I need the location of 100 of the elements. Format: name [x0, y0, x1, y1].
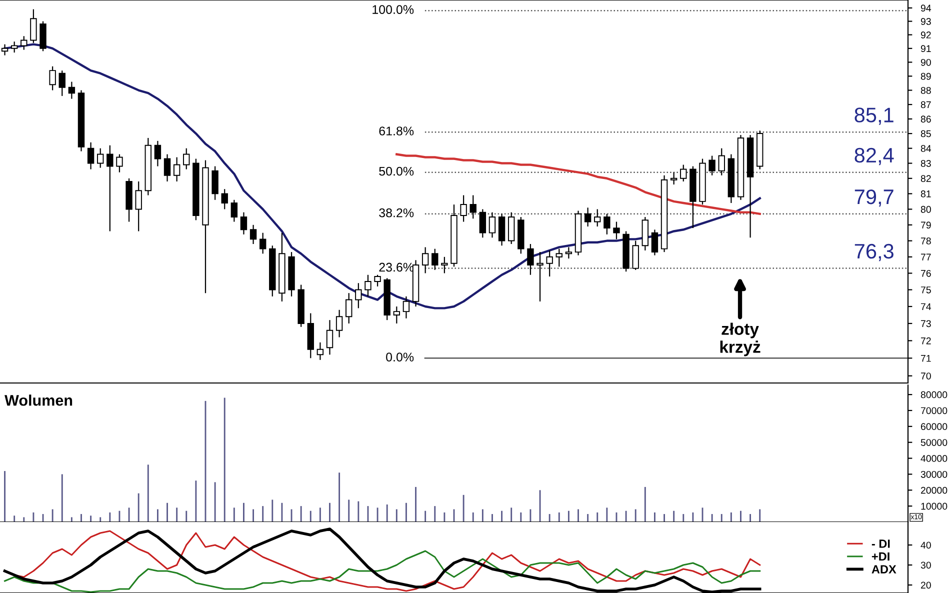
y-tick-label: 83 — [920, 160, 931, 167]
y-tick-label: 40 — [920, 542, 931, 549]
ref-line-label: 85,1 — [854, 108, 894, 125]
annotation: 61.8% — [379, 126, 414, 136]
y-tick-label: 94 — [920, 4, 932, 12]
y-tick-label: 80000 — [920, 391, 948, 398]
candlestick — [68, 81, 76, 100]
candlestick — [594, 208, 601, 228]
candlestick — [718, 148, 725, 176]
ref-line-label: 76,3 — [854, 244, 894, 262]
candlestick — [613, 221, 620, 240]
candlestick — [212, 166, 218, 200]
annotation: 50.0% — [379, 166, 414, 176]
y-tick-label: 82 — [920, 175, 931, 182]
y-tick-label: 30 — [920, 562, 931, 569]
candlestick — [460, 194, 467, 222]
candlestick — [527, 243, 534, 276]
legend-label: +DI — [872, 552, 890, 561]
y-tick-label: 40000 — [920, 455, 948, 462]
candlestick — [326, 320, 334, 356]
y-tick-label: 87 — [920, 101, 931, 108]
candlestick — [708, 155, 716, 176]
y-tick-label: 20 — [920, 582, 931, 589]
y-tick-label: 76 — [921, 270, 931, 277]
candlestick — [97, 148, 104, 168]
y-tick-label: 91 — [920, 45, 931, 52]
candlestick — [556, 248, 562, 268]
candlestick — [336, 309, 343, 338]
candlestick — [498, 213, 506, 246]
candlestick — [584, 207, 592, 228]
y-tick-label: 78 — [921, 238, 931, 244]
annotation: 38.2% — [379, 208, 414, 218]
candlestick — [479, 208, 486, 238]
candlestick — [49, 66, 56, 91]
annotation: 23.6% — [379, 262, 414, 272]
candlestick — [422, 246, 429, 274]
candlestick — [546, 250, 553, 278]
candlestick — [680, 164, 687, 182]
y-tick-label: 70000 — [921, 407, 948, 414]
annotation: 100.0% — [372, 5, 414, 14]
candlestick — [355, 282, 362, 309]
candlestick — [508, 212, 515, 245]
legend-label: ADX — [872, 565, 896, 574]
candlestick — [259, 232, 266, 254]
candlestick — [221, 188, 228, 210]
candlestick — [402, 296, 410, 319]
candlestick — [20, 36, 28, 50]
candlestick — [346, 292, 352, 324]
candlestick — [604, 213, 610, 235]
candlestick — [164, 154, 171, 182]
candlestick — [632, 240, 639, 270]
candlestick — [670, 172, 678, 186]
y-tick-label: 92 — [920, 32, 931, 38]
candlestick — [565, 246, 572, 260]
y-tick-label: 73 — [921, 320, 931, 328]
candlestick — [374, 274, 381, 287]
candlestick — [536, 251, 544, 302]
y-tick-label: 79 — [921, 222, 931, 229]
candlestick — [230, 199, 238, 222]
ref-line-label: 82,4 — [854, 148, 894, 166]
annotation: 0.0% — [386, 352, 414, 362]
annotation: złoty krzyż — [720, 322, 760, 356]
candlestick — [173, 156, 180, 182]
candlestick — [651, 229, 658, 256]
candlestick — [488, 212, 496, 238]
y-tick-label: 81 — [920, 190, 931, 198]
y-tick-label: 88 — [920, 86, 931, 94]
candlestick — [364, 274, 372, 297]
candlestick — [10, 41, 18, 54]
y-tick-label: 20000 — [920, 486, 948, 494]
y-tick-label: 93 — [920, 18, 931, 25]
ref-line-label: 79,7 — [854, 189, 894, 207]
candlestick — [183, 148, 190, 170]
y-tick-label: 85 — [920, 130, 931, 138]
candlestick — [135, 180, 142, 232]
legend-label: - DI — [872, 540, 890, 548]
line-series — [4, 550, 761, 593]
y-tick-label: 50000 — [920, 439, 948, 446]
candlestick — [432, 248, 438, 270]
annotation: Wolumen — [4, 394, 72, 406]
y-tick-label: 70 — [921, 372, 931, 380]
candlestick — [250, 224, 257, 245]
y-tick-label: 86 — [920, 116, 931, 123]
y-tick-label: 10000 — [921, 502, 948, 510]
candlestick — [58, 70, 66, 96]
candlestick — [441, 256, 448, 274]
y-tick-label: 60000 — [920, 423, 948, 430]
candlestick — [470, 194, 476, 220]
candlestick — [393, 306, 400, 324]
candlestick — [1, 44, 8, 56]
y-tick-label: 71 — [921, 354, 931, 362]
y-tick-label: 75 — [921, 286, 931, 294]
candlestick — [154, 140, 162, 167]
candlestick — [316, 342, 324, 360]
y-tick-label: 74 — [921, 303, 932, 310]
y-tick-label: 80 — [920, 206, 931, 213]
candlestick — [240, 212, 248, 235]
candlestick — [87, 142, 94, 170]
candlestick — [106, 144, 114, 232]
y-tick-label: 72 — [921, 337, 931, 344]
